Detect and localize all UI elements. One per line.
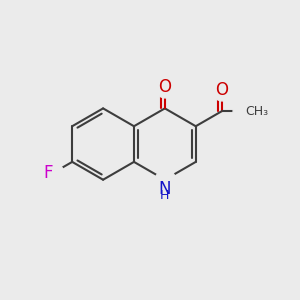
Text: H: H (160, 189, 170, 202)
Text: N: N (159, 180, 171, 198)
Text: O: O (158, 78, 171, 96)
Text: F: F (44, 164, 53, 182)
Text: CH₃: CH₃ (245, 105, 268, 118)
Text: O: O (215, 81, 229, 99)
